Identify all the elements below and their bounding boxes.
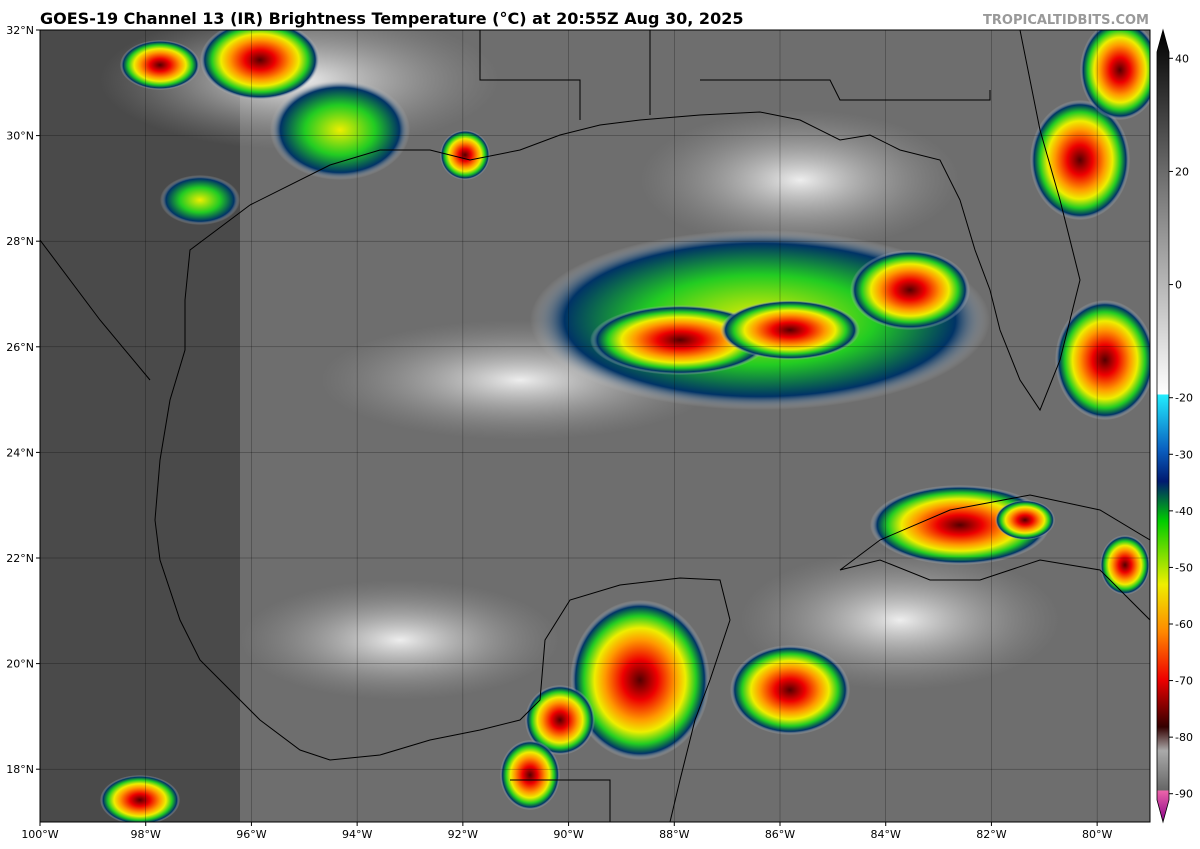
colorbar-tick-label: -60	[1175, 618, 1193, 631]
x-tick-label: 100°W	[21, 828, 58, 841]
x-tick-label: 80°W	[1082, 828, 1112, 841]
x-tick-label: 96°W	[236, 828, 266, 841]
x-tick-label: 94°W	[342, 828, 372, 841]
y-tick-label: 18°N	[6, 763, 34, 776]
y-tick-label: 30°N	[6, 130, 34, 143]
title: GOES-19 Channel 13 (IR) Brightness Tempe…	[40, 9, 743, 28]
colorbar-tick-label: 0	[1175, 279, 1182, 292]
x-tick-label: 86°W	[765, 828, 795, 841]
colorbar-tick-label: -90	[1175, 788, 1193, 801]
x-tick-label: 98°W	[131, 828, 161, 841]
colorbar-tick-label: -30	[1175, 448, 1193, 461]
colorbar: 40 20 0 -20 -30 -40 -50 -60 -70 -80 -90	[1156, 28, 1193, 824]
colorbar-tick-label: -20	[1175, 392, 1193, 405]
y-tick-label: 32°N	[6, 24, 34, 37]
colorbar-tick-label: -50	[1175, 561, 1193, 574]
x-tick-label: 82°W	[976, 828, 1006, 841]
x-tick-label: 84°W	[871, 828, 901, 841]
y-tick-label: 20°N	[6, 658, 34, 671]
y-tick-label: 22°N	[6, 552, 34, 565]
satellite-image	[40, 30, 1150, 822]
x-tick-label: 90°W	[553, 828, 583, 841]
y-tick-label: 26°N	[6, 341, 34, 354]
colorbar-tick-label: -80	[1175, 731, 1193, 744]
x-tick-label: 92°W	[448, 828, 478, 841]
colorbar-tick-label: -70	[1175, 675, 1193, 688]
colorbar-tick-label: 40	[1175, 52, 1189, 65]
colorbar-tick-label: -40	[1175, 505, 1193, 518]
y-tick-label: 28°N	[6, 235, 34, 248]
graticule	[40, 30, 1150, 822]
watermark: TROPICALTIDBITS.COM	[983, 13, 1149, 28]
colorbar-tick-label: 20	[1175, 165, 1189, 178]
y-tick-label: 24°N	[6, 446, 34, 459]
x-tick-label: 88°W	[659, 828, 689, 841]
map-frame	[39, 29, 1151, 823]
